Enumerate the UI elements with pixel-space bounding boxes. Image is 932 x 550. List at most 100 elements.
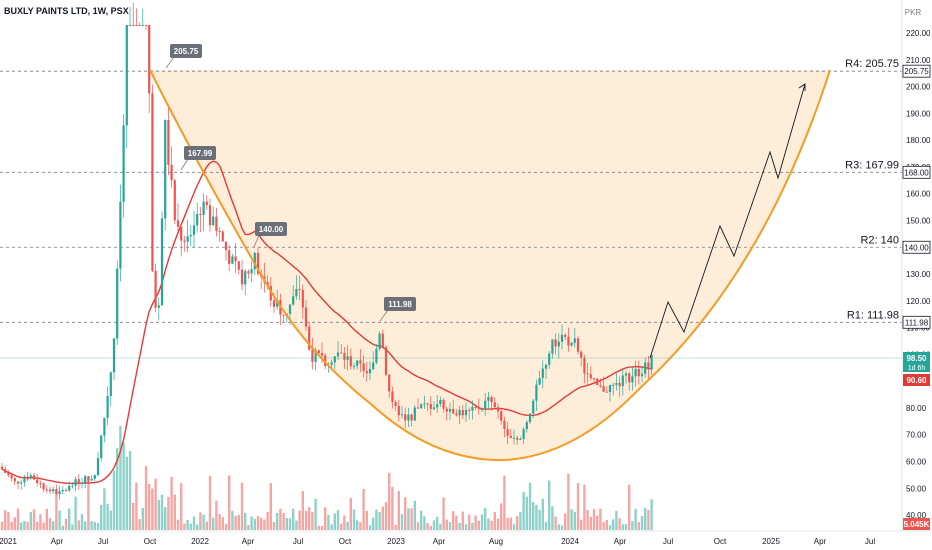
candle-body [570,342,573,346]
volume-bar [212,517,215,530]
candle-body [391,391,394,403]
time-tick-label: Apr [51,537,64,546]
candle-body [224,241,228,251]
price-callout-label: 111.98 [388,300,412,309]
time-tick-label: Apr [814,537,827,546]
volume-bar [583,484,586,530]
candle-body [448,408,452,412]
candle-body [151,93,154,271]
candle-body [608,385,612,393]
volume-bar [39,514,42,530]
candle-body [93,475,96,479]
candle-body [237,261,240,270]
candle-body [176,220,180,227]
candle-body [503,420,506,430]
time-tick-label: 2025 [762,537,780,546]
volume-bar [256,516,260,530]
candle-body [637,368,640,377]
volume-bar [618,518,621,530]
candle-body [551,339,554,354]
candle-body [61,490,64,492]
volume-bar [544,521,548,530]
volume-bar [125,456,128,530]
candle-body [544,364,548,369]
candle-body [628,373,631,383]
candle-body [548,353,551,365]
volume-bar [196,524,199,530]
candle-body [506,429,509,436]
candle-body [170,164,173,181]
volume-bar [253,518,256,530]
volume-bar [157,499,160,530]
candle-body [26,478,29,480]
candle-body [333,356,336,363]
candle-body [618,382,621,387]
volume-bar [429,525,432,530]
candle-body [205,201,208,206]
candle-body [138,24,141,26]
volume-bar [237,514,240,530]
volume-bar [442,497,445,530]
candle-body [538,378,541,385]
volume-bar [68,508,71,530]
volume-bar [247,524,250,530]
volume-bar [192,516,196,530]
price-callout-label: 140.00 [259,225,284,234]
volume-bar [420,510,423,530]
volume-bar [106,503,109,530]
volume-bar [330,524,333,530]
volume-bar [148,483,151,530]
currency-label: PKR [905,8,922,17]
volume-bar [541,498,544,530]
volume-bar [42,522,45,530]
candle-body [394,402,397,406]
candle-body [119,201,122,269]
candle-body [282,314,285,316]
volume-bar [112,470,116,530]
candle-body [474,406,477,408]
candle-body [461,409,464,416]
candle-body [132,24,135,26]
volume-bar [458,522,461,530]
volume-bar [327,515,330,530]
volume-bar [135,482,138,530]
volume-bar [570,509,573,530]
volume-bar [132,502,135,530]
candle-body [500,411,503,421]
candle-body [381,333,384,348]
candle-body [644,362,647,374]
candle-body [372,362,375,370]
volume-bar [580,519,583,530]
candle-body [84,476,87,483]
candle-body [432,407,436,410]
candle-body [519,438,522,440]
volume-bar [557,524,560,530]
resistance-axis-tag [902,165,931,179]
candle-body [39,483,42,485]
candle-body [45,489,48,491]
last-price-tag [903,352,930,372]
price-callout-badge [255,222,287,236]
volume-bar [365,510,368,530]
volume-bar [644,507,647,530]
volume-bar [589,516,592,530]
candle-body [87,476,90,481]
candle-body [208,205,212,226]
volume-bar [234,515,237,530]
volume-bar [87,477,90,530]
volume-bar [608,525,612,530]
volume-bar [368,525,372,530]
candle-body [535,384,538,401]
volume-bar [77,520,80,530]
candle-body [602,385,605,392]
candle-body [452,408,455,414]
candle-body [55,488,58,495]
volume-bar [173,494,176,530]
volume-bar [48,518,52,530]
volume-bar [240,482,244,530]
candle-body [564,334,567,337]
volume-bar [596,515,599,530]
bar-countdown: 1d 6h [908,365,926,372]
volume-bar [487,518,490,530]
